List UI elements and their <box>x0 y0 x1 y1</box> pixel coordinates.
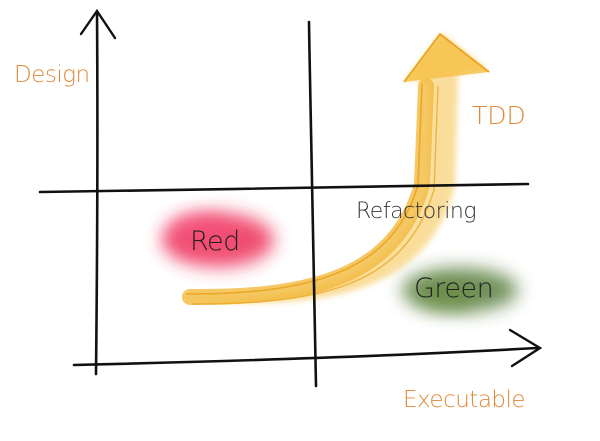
x-axis <box>72 346 539 367</box>
green-blob <box>402 268 518 312</box>
green-label: Green <box>414 273 494 304</box>
vertical-divider <box>307 20 318 388</box>
x-axis-arrowhead <box>508 328 543 368</box>
axes <box>38 8 543 388</box>
y-axis-label: Design <box>14 62 90 88</box>
refactoring-label: Refactoring <box>356 199 477 224</box>
y-axis-arrowhead <box>79 8 117 40</box>
horizontal-divider <box>38 182 530 194</box>
tdd-label: TDD <box>472 101 526 130</box>
x-axis-label: Executable <box>403 387 526 413</box>
y-axis <box>94 10 99 376</box>
red-label: Red <box>190 226 240 257</box>
red-blob <box>162 213 274 267</box>
tdd-arrow <box>182 33 490 306</box>
